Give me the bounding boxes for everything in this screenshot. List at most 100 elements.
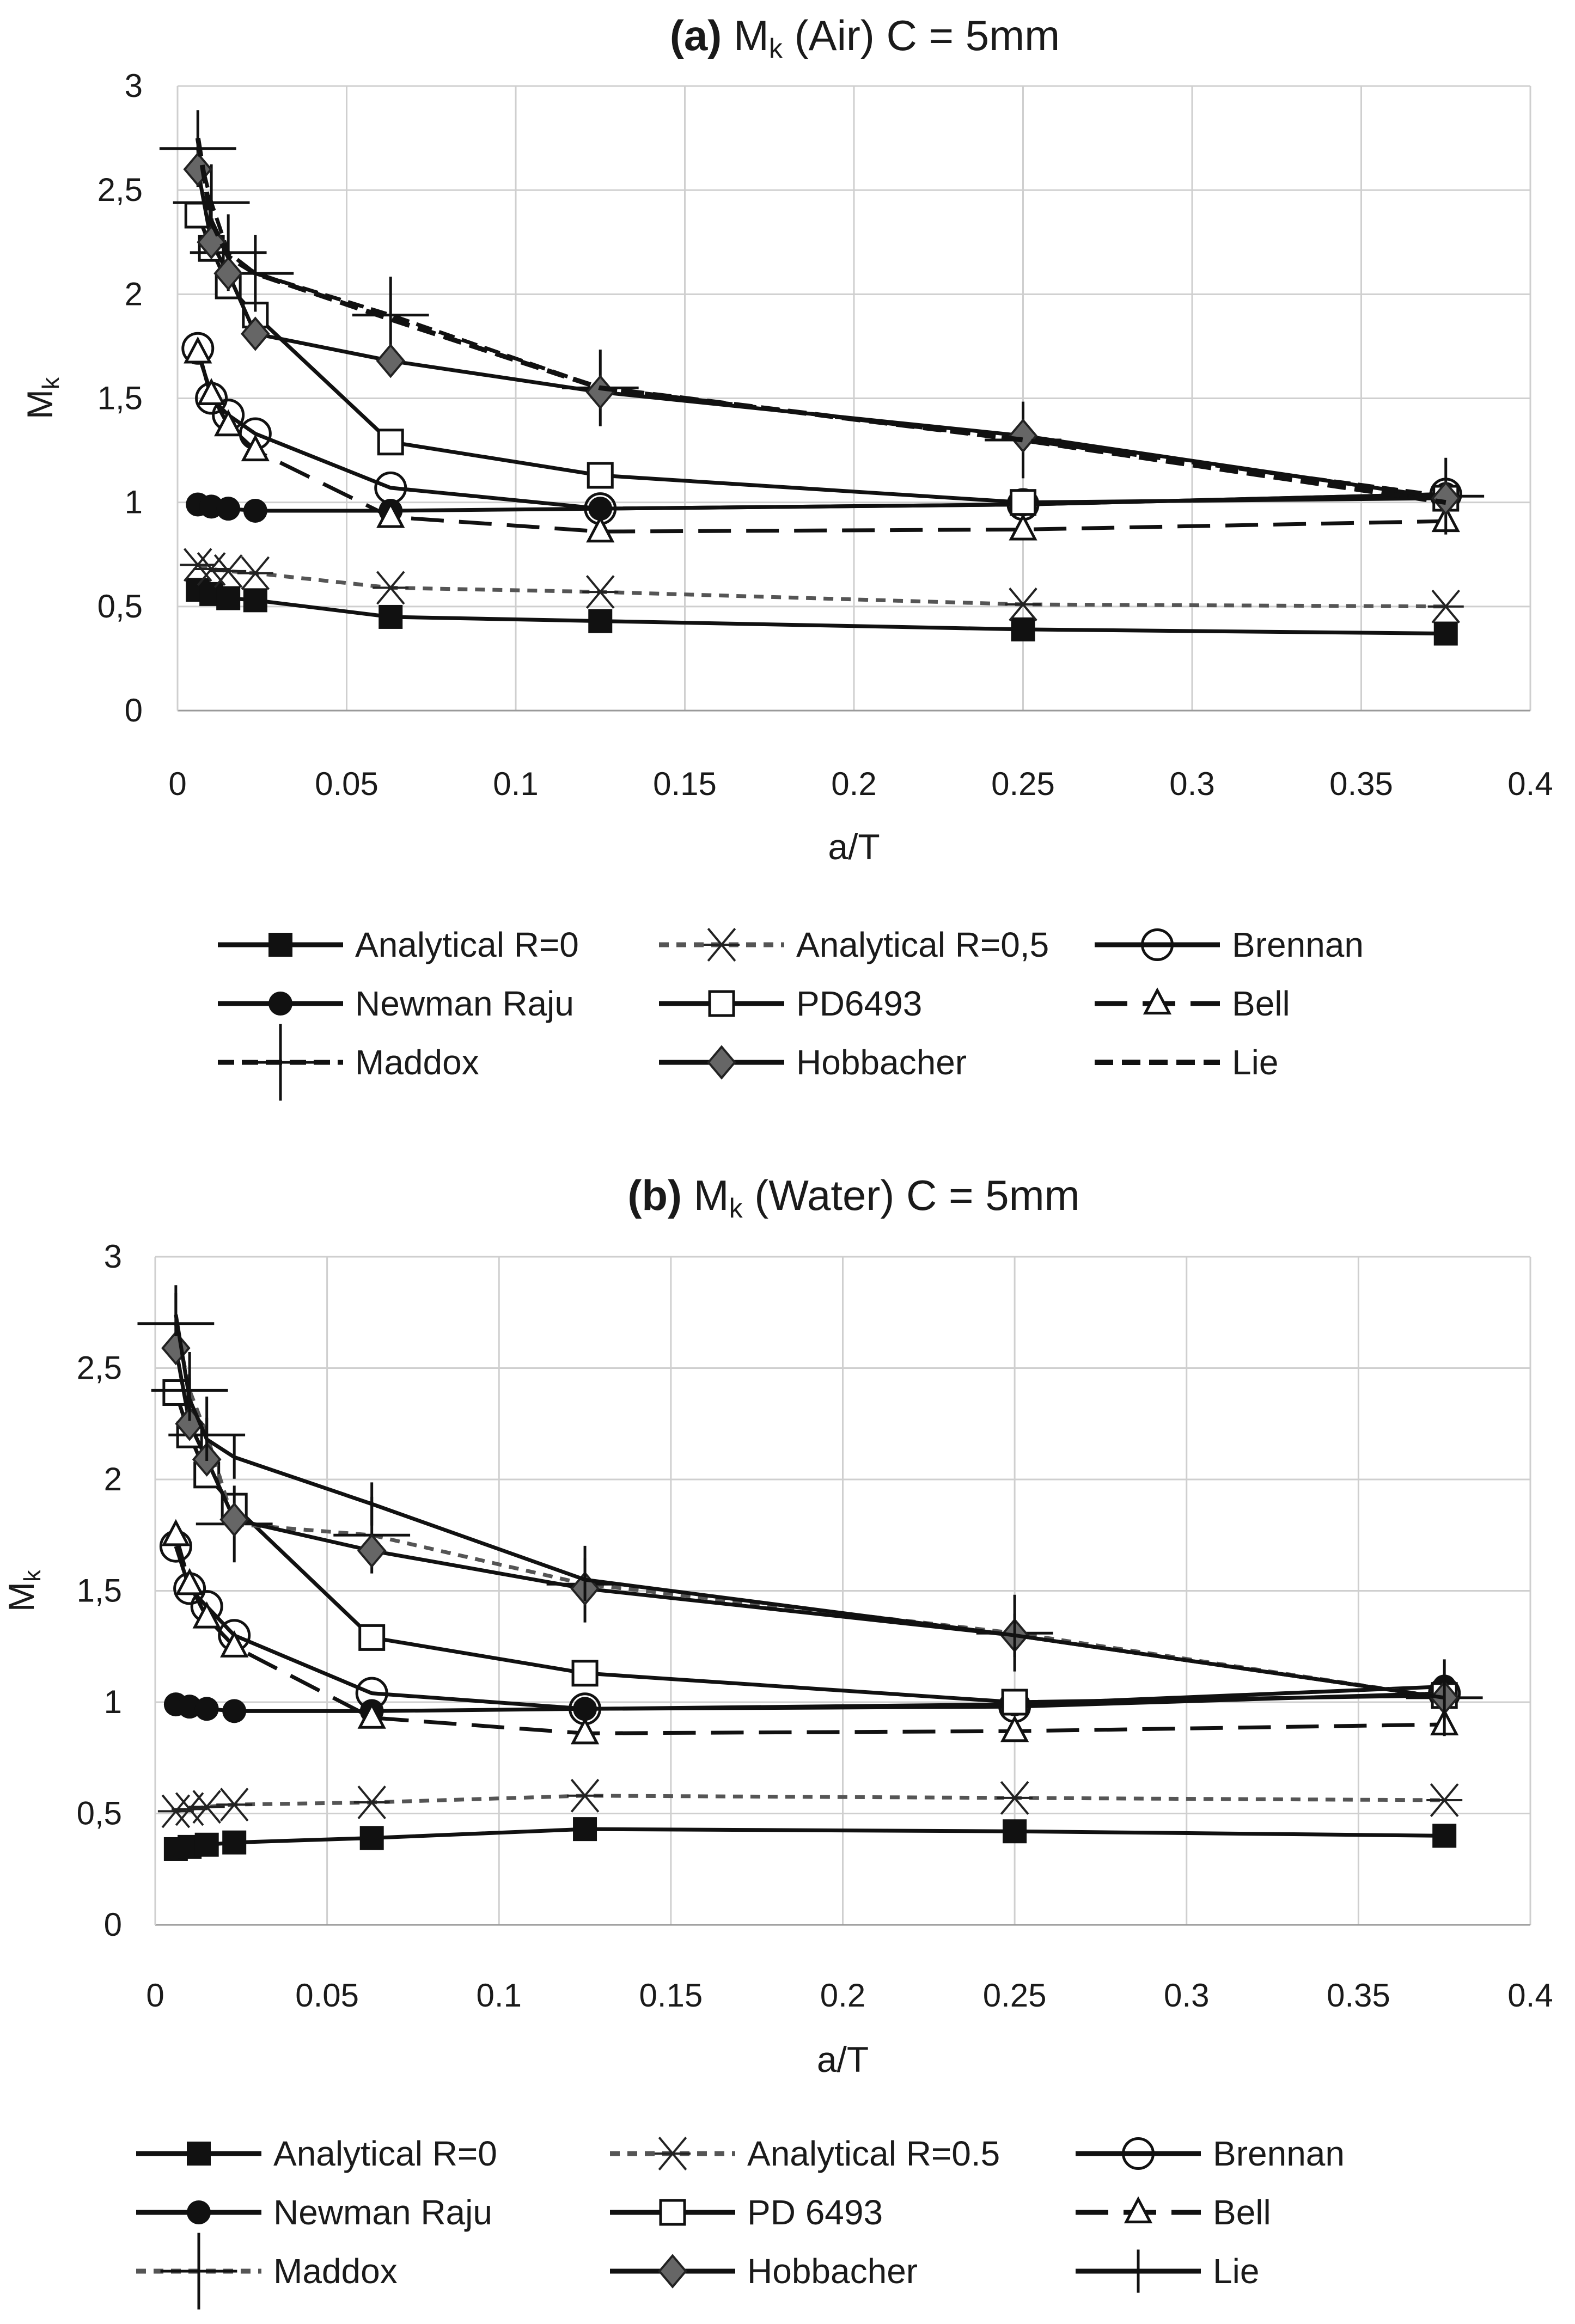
legend-item: Newman Raju (136, 2193, 492, 2232)
data-point (588, 497, 613, 521)
chart-b-xlabel: a/T (817, 2039, 869, 2080)
data-point (220, 1630, 249, 1658)
x-tick-label: 0.35 (1329, 766, 1393, 802)
data-point (184, 336, 212, 364)
chart-b: (b) Mk (Water) C = 5mm 0 0.05 0.1 0.15 0.2 0.2… (1, 1171, 1553, 2310)
y-tick-label: 1,5 (97, 380, 143, 417)
legend-item: Bell (1095, 984, 1290, 1023)
legend-marker (187, 2142, 211, 2166)
chart-a: (a) Mk (Air) C = 5mm 0 0.05 0.1 0.15 0.2 0.25 0… (20, 11, 1553, 1101)
data-point (573, 1817, 597, 1842)
x-tick-label: 0 (168, 766, 186, 802)
x-tick-label: 0 (146, 1977, 164, 2014)
y-tick-label: 1 (125, 484, 143, 521)
data-point (1433, 621, 1458, 646)
data-point (587, 462, 614, 489)
legend-label: Hobbacher (796, 1043, 967, 1082)
legend-label: PD 6493 (747, 2193, 883, 2232)
data-point (352, 277, 429, 353)
series-maddox (137, 1285, 1483, 1736)
legend-label: Hobbacher (747, 2252, 918, 2291)
data-point (210, 554, 247, 588)
x-tick-label: 0.15 (639, 1977, 703, 2014)
data-point (379, 604, 403, 629)
x-tick-label: 0.35 (1327, 1977, 1390, 2014)
data-point (1011, 617, 1035, 641)
legend-marker (708, 990, 735, 1017)
data-point (237, 556, 273, 590)
ylabel-symbol: M (1, 1582, 41, 1612)
data-point (197, 378, 226, 405)
x-tick-label: 0.4 (1507, 766, 1553, 802)
legend-marker (704, 928, 740, 962)
legend-marker (160, 2233, 237, 2310)
legend-marker (187, 2200, 211, 2224)
legend-label: Bell (1232, 984, 1290, 1023)
x-tick-label: 0.05 (315, 766, 379, 802)
x-tick-label: 0.25 (991, 766, 1055, 802)
legend-marker (1143, 987, 1172, 1015)
legend-label: Analytical R=0 (273, 2134, 497, 2173)
legend-label: Bell (1213, 2193, 1271, 2232)
data-point (216, 1788, 253, 1822)
data-point (357, 1533, 387, 1568)
x-tick-label: 0.15 (653, 766, 717, 802)
legend-item: Lie (1076, 2249, 1259, 2293)
series-analytical-r-0-5 (180, 548, 1464, 623)
y-tick-label: 3 (125, 68, 143, 104)
data-point (219, 1502, 249, 1537)
title-symbol: M (694, 1171, 729, 1219)
x-tick-label: 0.3 (1164, 1977, 1209, 2014)
legend-marker (268, 992, 292, 1016)
data-point (359, 1826, 384, 1850)
legend-item: Analytical R=0 (136, 2134, 497, 2173)
y-tick-label: 3 (104, 1238, 122, 1275)
x-tick-label: 0.3 (1169, 766, 1214, 802)
legend-item: Bell (1076, 2193, 1271, 2232)
legend-item: Lie (1095, 1043, 1278, 1082)
series-line (195, 137, 1446, 505)
data-point (997, 1781, 1033, 1815)
y-tick-label: 0,5 (77, 1795, 122, 1832)
legend-marker (659, 2199, 686, 2226)
chart-a-ylabel: Mk (20, 377, 64, 419)
legend-item: Newman Raju (218, 984, 574, 1023)
title-subscript: k (769, 33, 783, 64)
data-point (1008, 418, 1038, 454)
chart-a-xlabel: a/T (828, 827, 880, 867)
legend-marker (268, 933, 292, 957)
x-tick-label: 0.1 (493, 766, 538, 802)
legend-label: Analytical R=0.5 (747, 2134, 1000, 2173)
data-point (213, 256, 243, 291)
data-point (216, 586, 241, 610)
series-hobbacher (183, 152, 1461, 516)
legend-label: Lie (1213, 2252, 1259, 2291)
title-prefix: (a) (670, 11, 734, 59)
title-rest: (Air) C = 5mm (783, 11, 1060, 59)
legend-label: Maddox (273, 2252, 398, 2291)
series-lie (195, 137, 1446, 505)
data-point (1001, 1689, 1028, 1716)
series-analytical-r-0 (163, 1817, 1457, 1861)
data-point (1431, 481, 1461, 516)
data-point (1005, 588, 1041, 621)
legend-item: PD6493 (659, 984, 922, 1023)
x-tick-label: 0.25 (983, 1977, 1047, 2014)
data-point (1003, 1819, 1027, 1844)
data-point (1009, 513, 1037, 541)
y-tick-label: 2,5 (97, 172, 143, 208)
data-point (573, 1697, 597, 1721)
series-bell (161, 1519, 1459, 1745)
legend-marker (655, 2137, 691, 2170)
legend-marker (1122, 2137, 1155, 2170)
data-point (571, 1660, 599, 1687)
legend-item: PD 6493 (610, 2193, 883, 2232)
data-point (194, 1832, 219, 1857)
data-point (357, 1702, 386, 1729)
data-point (1426, 1783, 1463, 1817)
data-point (216, 497, 241, 521)
legend-item: Brennan (1076, 2134, 1345, 2173)
legend-marker (1124, 2196, 1153, 2224)
series-hobbacher (161, 1330, 1460, 1715)
legend-label: Lie (1232, 1043, 1278, 1082)
